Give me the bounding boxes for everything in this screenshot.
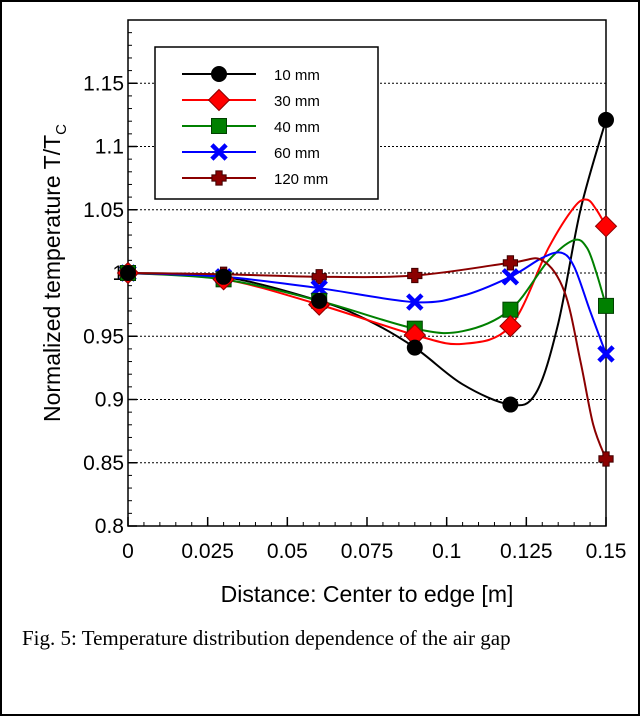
- data-point: [594, 214, 618, 238]
- x-tick-label: 0.1: [432, 540, 461, 563]
- y-tick-label: 1.05: [83, 199, 124, 222]
- x-tick-label: 0.15: [586, 540, 627, 563]
- data-point: [598, 111, 614, 128]
- marker-cross: [407, 267, 423, 284]
- y-tick-label: 1.15: [83, 72, 124, 95]
- series-markers: [116, 111, 618, 467]
- data-point: [598, 451, 614, 467]
- legend-entry: 60 mm: [182, 143, 320, 162]
- marker-x: [210, 143, 228, 161]
- marker-circle: [211, 66, 227, 82]
- marker-circle: [406, 339, 423, 356]
- y-axis-title-main: Normalized temperature T/T: [39, 135, 65, 422]
- x-tick-label: 0.025: [181, 540, 234, 563]
- y-tick-label: 0.9: [95, 389, 124, 412]
- figure-caption: Fig. 5: Temperature distribution depende…: [22, 626, 511, 650]
- legend-box: [154, 46, 379, 200]
- marker-diamond: [207, 88, 231, 112]
- marker-square: [598, 297, 614, 314]
- x-tick-label: 0.075: [341, 540, 394, 563]
- data-point: [501, 268, 520, 286]
- legend-entry: 30 mm: [182, 88, 320, 112]
- marker-circle: [120, 265, 136, 281]
- marker-x: [406, 293, 424, 311]
- data-point: [502, 396, 519, 413]
- legend-label: 120 mm: [274, 171, 328, 188]
- axis-ticks: 0 0.025 0.05 0.075 0.1 0.125 0.15 0.8 0.85 0.9 0.9…: [83, 19, 627, 563]
- y-tick-label: 0.8: [95, 515, 124, 538]
- data-point: [597, 345, 615, 363]
- legend-entry: 10 mm: [182, 66, 320, 84]
- series-line: [127, 257, 607, 460]
- data-point: [215, 268, 232, 285]
- marker-x: [597, 345, 615, 363]
- marker-circle: [502, 396, 519, 413]
- legend-label: 30 mm: [274, 93, 320, 110]
- data-point: [502, 255, 519, 271]
- marker-cross: [502, 255, 519, 271]
- data-point: [120, 265, 136, 281]
- legend-entry: 40 mm: [182, 118, 320, 136]
- x-tick-label: 0: [122, 540, 134, 563]
- series-line: [127, 238, 607, 335]
- marker-cross: [598, 451, 614, 467]
- marker-diamond: [594, 214, 618, 238]
- y-tick-label: 1.1: [95, 136, 124, 159]
- x-tick-label: 0.125: [500, 540, 553, 563]
- series-line: [127, 251, 607, 355]
- y-axis-title: Normalized temperature T/TC: [39, 124, 70, 422]
- x-tick-label: 0.05: [267, 540, 308, 563]
- legend-entry: 120 mm: [182, 170, 328, 188]
- series-line: [127, 198, 607, 346]
- legend: 10 mm 30 mm 40 mm 60 mm 120 mm: [154, 46, 379, 200]
- marker-cross: [211, 170, 227, 186]
- marker-circle: [598, 111, 614, 128]
- data-point: [406, 339, 423, 356]
- y-tick-label: 0.85: [83, 452, 124, 475]
- series-line: [127, 119, 607, 407]
- y-tick-label: 0.95: [83, 325, 124, 348]
- data-point: [311, 292, 328, 309]
- legend-label: 40 mm: [274, 119, 320, 136]
- marker-diamond: [499, 314, 522, 338]
- marker-x: [501, 268, 520, 286]
- data-point: [499, 314, 522, 338]
- marker-circle: [311, 292, 328, 309]
- legend-label: 60 mm: [274, 145, 320, 162]
- data-point: [406, 293, 424, 311]
- data-point: [407, 267, 423, 284]
- marker-square: [211, 118, 227, 134]
- data-point: [598, 297, 614, 314]
- legend-label: 10 mm: [274, 67, 320, 84]
- y-axis-title-subscript: C: [53, 124, 70, 135]
- marker-circle: [215, 268, 232, 285]
- x-axis-title: Distance: Center to edge [m]: [221, 581, 514, 607]
- line-chart: 0 0.025 0.05 0.075 0.1 0.125 0.15 0.8 0.85 0.9 0.9…: [39, 19, 627, 607]
